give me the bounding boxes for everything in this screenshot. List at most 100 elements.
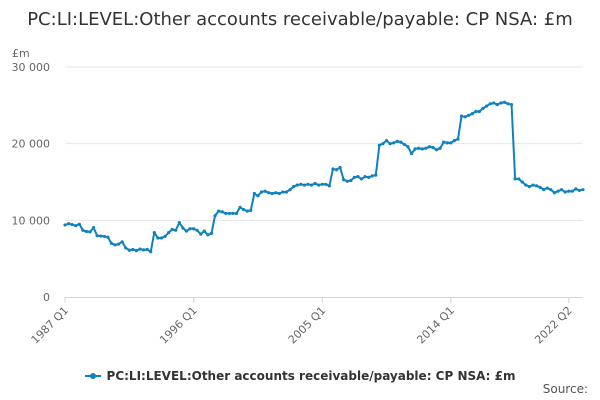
data-point[interactable] xyxy=(181,226,185,230)
data-point[interactable] xyxy=(502,100,507,104)
data-point[interactable] xyxy=(463,115,467,119)
data-point[interactable] xyxy=(438,146,442,150)
data-point[interactable] xyxy=(520,180,524,184)
data-point[interactable] xyxy=(392,141,396,145)
legend[interactable]: PC:LI:LEVEL:Other accounts receivable/pa… xyxy=(0,366,600,383)
data-point[interactable] xyxy=(577,188,582,193)
data-point[interactable] xyxy=(131,247,135,252)
data-point[interactable] xyxy=(506,102,510,106)
data-point[interactable] xyxy=(477,109,481,114)
data-point[interactable] xyxy=(542,188,546,192)
data-point[interactable] xyxy=(91,226,96,230)
data-point[interactable] xyxy=(188,227,192,231)
data-point[interactable] xyxy=(509,102,514,107)
data-point[interactable] xyxy=(152,231,156,235)
data-point[interactable] xyxy=(559,188,564,192)
data-point[interactable] xyxy=(102,234,106,239)
data-point[interactable] xyxy=(556,189,560,193)
data-point[interactable] xyxy=(224,211,228,216)
data-point[interactable] xyxy=(399,140,403,144)
data-point[interactable] xyxy=(534,184,539,188)
data-point[interactable] xyxy=(495,102,499,107)
data-point[interactable] xyxy=(81,228,85,232)
data-point[interactable] xyxy=(345,179,349,183)
data-point[interactable] xyxy=(331,167,335,171)
data-point[interactable] xyxy=(95,234,99,238)
data-point[interactable] xyxy=(252,191,256,196)
data-point[interactable] xyxy=(177,221,181,225)
data-point[interactable] xyxy=(163,234,167,239)
data-point[interactable] xyxy=(167,231,171,235)
data-point[interactable] xyxy=(288,188,292,192)
data-point[interactable] xyxy=(234,211,239,216)
data-point[interactable] xyxy=(381,142,385,146)
data-point[interactable] xyxy=(317,183,321,187)
data-point[interactable] xyxy=(217,209,221,213)
data-point[interactable] xyxy=(170,227,174,232)
data-point[interactable] xyxy=(377,143,381,147)
data-point[interactable] xyxy=(324,182,328,186)
data-point[interactable] xyxy=(481,106,485,110)
data-point[interactable] xyxy=(356,175,360,179)
data-point[interactable] xyxy=(359,177,364,181)
data-point[interactable] xyxy=(313,181,317,186)
data-point[interactable] xyxy=(363,175,367,179)
data-point[interactable] xyxy=(245,209,249,213)
data-point[interactable] xyxy=(549,188,553,192)
data-point[interactable] xyxy=(513,177,517,181)
data-point[interactable] xyxy=(309,183,314,187)
data-point[interactable] xyxy=(567,189,571,193)
data-point[interactable] xyxy=(242,208,246,212)
data-point[interactable] xyxy=(259,190,264,194)
data-point[interactable] xyxy=(192,227,196,231)
data-point[interactable] xyxy=(63,223,67,227)
data-point[interactable] xyxy=(206,233,210,237)
data-point[interactable] xyxy=(306,182,310,186)
data-point[interactable] xyxy=(349,178,353,183)
data-point[interactable] xyxy=(209,231,214,235)
data-point[interactable] xyxy=(84,229,89,234)
data-point[interactable] xyxy=(302,183,306,187)
data-point[interactable] xyxy=(174,228,178,232)
data-point[interactable] xyxy=(492,101,496,105)
data-point[interactable] xyxy=(442,140,446,144)
data-point[interactable] xyxy=(374,173,378,177)
data-point[interactable] xyxy=(295,183,299,187)
data-point[interactable] xyxy=(388,142,392,146)
data-point[interactable] xyxy=(445,141,449,145)
data-point[interactable] xyxy=(149,250,153,254)
data-point[interactable] xyxy=(467,113,471,117)
data-point[interactable] xyxy=(538,185,542,189)
data-point[interactable] xyxy=(499,101,503,105)
data-point[interactable] xyxy=(299,182,303,186)
data-point[interactable] xyxy=(116,242,121,246)
data-point[interactable] xyxy=(263,189,267,193)
data-point[interactable] xyxy=(109,241,114,245)
data-point[interactable] xyxy=(199,232,203,236)
data-point[interactable] xyxy=(156,236,160,240)
data-point[interactable] xyxy=(452,139,456,143)
data-point[interactable] xyxy=(70,222,74,227)
data-point[interactable] xyxy=(342,178,346,182)
data-point[interactable] xyxy=(545,186,549,190)
data-point[interactable] xyxy=(213,214,217,218)
data-point[interactable] xyxy=(563,190,567,194)
data-point[interactable] xyxy=(427,145,431,149)
data-point[interactable] xyxy=(474,109,478,114)
data-point[interactable] xyxy=(274,191,278,195)
data-point[interactable] xyxy=(159,236,164,240)
data-point[interactable] xyxy=(338,165,342,170)
data-point[interactable] xyxy=(456,137,460,141)
data-point[interactable] xyxy=(66,222,71,226)
data-point[interactable] xyxy=(320,182,324,186)
data-point[interactable] xyxy=(420,147,424,151)
data-point[interactable] xyxy=(184,229,189,233)
data-point[interactable] xyxy=(367,175,371,179)
data-point[interactable] xyxy=(270,191,274,196)
data-point[interactable] xyxy=(395,139,399,143)
data-point[interactable] xyxy=(77,222,81,226)
data-point[interactable] xyxy=(120,240,124,244)
data-point[interactable] xyxy=(88,230,92,234)
data-point[interactable] xyxy=(484,104,489,108)
data-point[interactable] xyxy=(449,141,453,145)
